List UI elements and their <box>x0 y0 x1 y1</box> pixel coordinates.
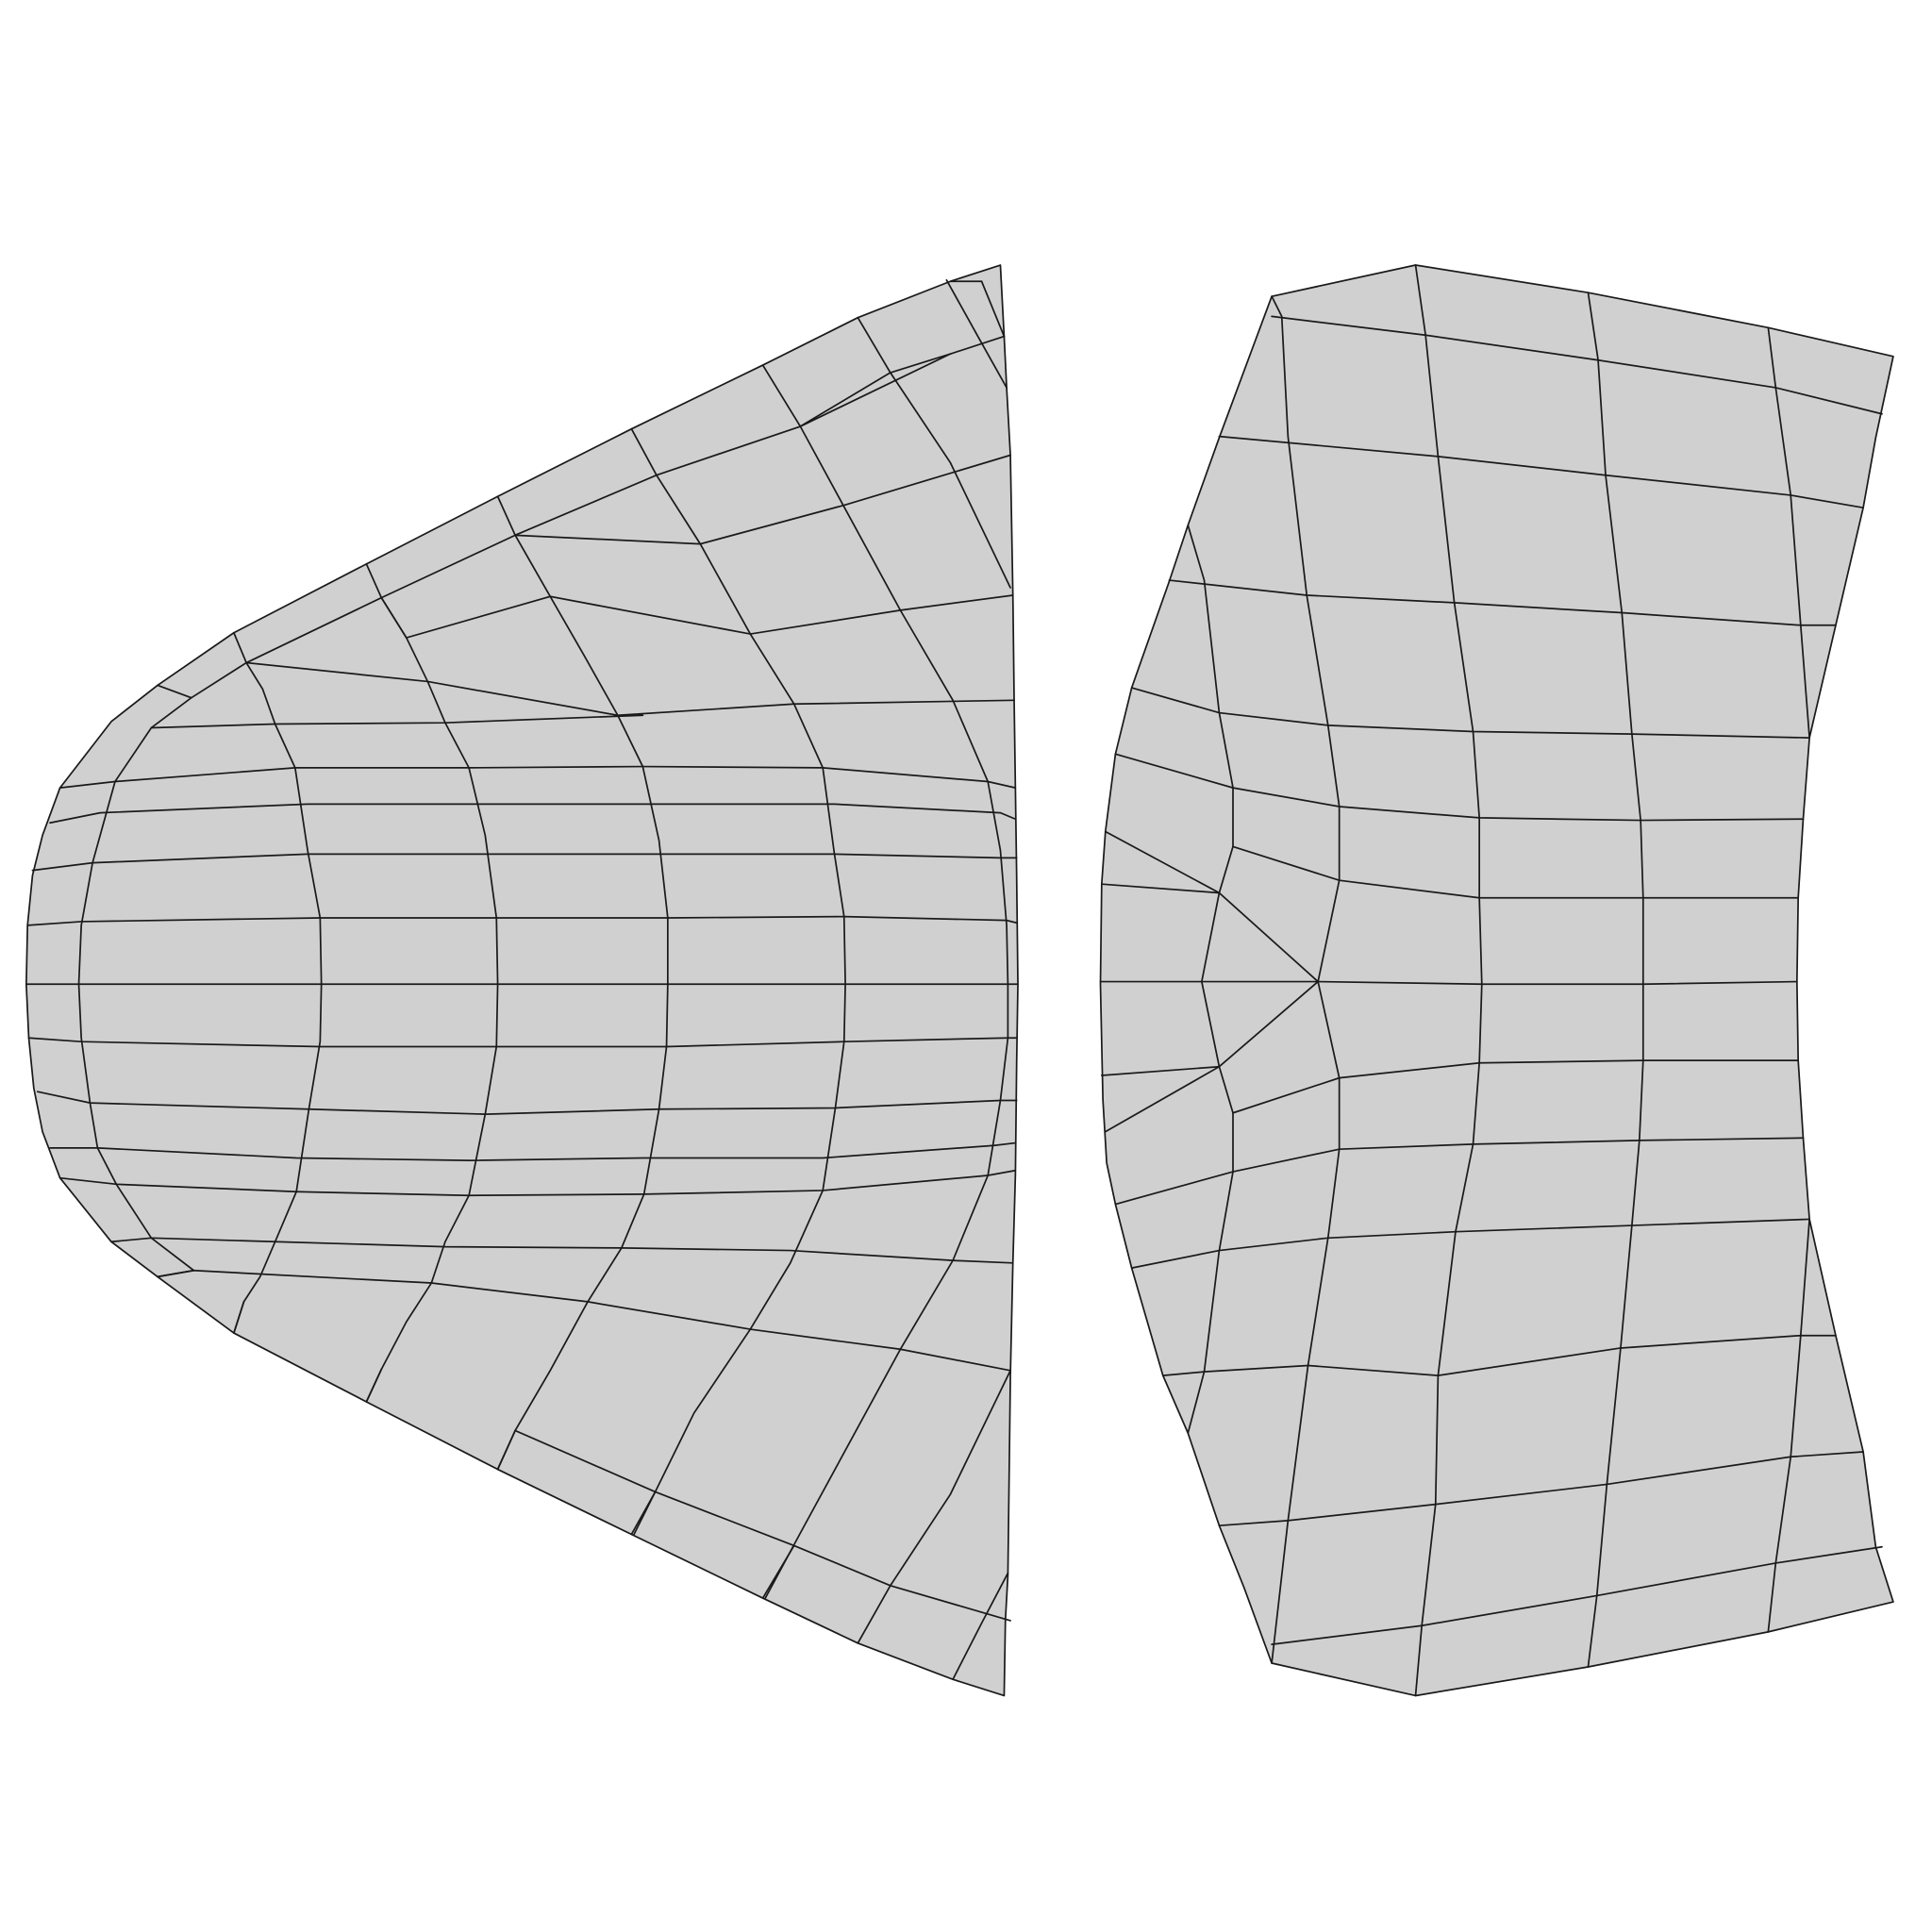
left-mesh-outline <box>26 265 1018 1695</box>
right-mesh-outline <box>1100 265 1892 1695</box>
right-mesh-patch <box>1100 265 1892 1695</box>
left-mesh-patch <box>26 265 1018 1695</box>
